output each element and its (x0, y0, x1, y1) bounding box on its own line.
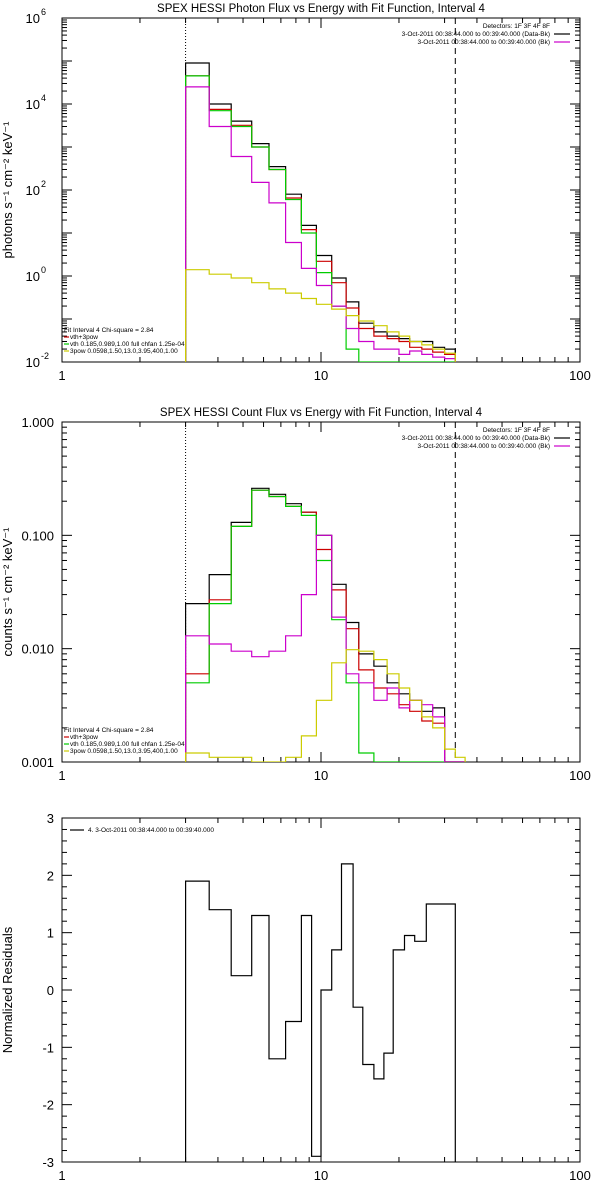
series-3-line (185, 75, 456, 362)
y-tick-label: 0.010 (21, 642, 54, 657)
chart-2: SPEX HESSI Count Flux vs Energy with Fit… (0, 407, 591, 783)
legend-entry: vth 0.185,0.989,1.00 full chfan 1.25e-04 (70, 741, 185, 748)
y-tick-exponent: -2 (41, 351, 49, 361)
series-5-line (185, 269, 456, 362)
y-axis-label: counts s⁻¹ cm⁻² keV⁻¹ (0, 527, 15, 657)
y-tick-label: 10 (26, 97, 40, 112)
x-tick-label: 100 (569, 1168, 591, 1183)
chart-3: 1 10 100 -3 -2 -1 0 1 2 3 Normalized Residuals 4. 3… (0, 811, 591, 1183)
y-axis-label: photons s⁻¹ cm⁻² keV⁻¹ (0, 121, 15, 259)
y-tick-label: -2 (42, 1098, 54, 1113)
x-tick-label: 1 (58, 768, 65, 783)
legend-entry: Fit Interval 4 Chi-square = 2.84 (64, 727, 154, 734)
x-tick-label: 10 (314, 768, 328, 783)
plot-frame (61, 17, 581, 363)
series-1-line (185, 62, 456, 362)
y-tick-exponent: 6 (41, 7, 46, 17)
series-2-line (185, 489, 466, 762)
y-tick-exponent: 2 (41, 179, 46, 189)
y-tick-label: -1 (42, 1040, 54, 1055)
y-tick-label: 1 (47, 926, 54, 941)
x-tick-label: 10 (314, 368, 328, 383)
y-tick-label: 0 (47, 983, 54, 998)
chart-1: SPEX HESSI Photon Flux vs Energy with Fi… (0, 3, 591, 383)
header-entry: 3-Oct-2011 00:38:44.000 to 00:39:40.000 … (402, 31, 550, 38)
series-4-line (185, 86, 456, 362)
y-tick-label: 10 (26, 183, 40, 198)
legend-entry: vth+3pow (70, 734, 98, 741)
y-tick-label: 10 (26, 269, 40, 284)
y-tick-exponent: 0 (41, 265, 46, 275)
header-entry: 3-Oct-2011 00:38:44.000 to 00:39:40.000 … (418, 39, 551, 46)
header-entry: Detectors: 1F 3F 4F 8F (483, 427, 550, 434)
y-tick-label: -3 (42, 1155, 54, 1170)
header-entry: 3-Oct-2011 00:38:44.000 to 00:39:40.000 … (402, 435, 550, 442)
y-tick-label: 0.100 (21, 528, 54, 543)
x-tick-label: 10 (314, 1168, 328, 1183)
y-tick-label: 10 (26, 355, 40, 370)
header-entry: Detectors: 1F 3F 4F 8F (483, 23, 550, 30)
x-tick-label: 100 (569, 368, 591, 383)
legend-entry: vth+3pow (70, 334, 98, 341)
legend-entry: vth 0.185,0.989,1.00 full chfan 1.25e-04 (70, 341, 185, 348)
y-tick-label: 10 (26, 11, 40, 26)
series-1-line (185, 863, 456, 1162)
header-entry: 3-Oct-2011 00:38:44.000 to 00:39:40.000 … (418, 443, 551, 450)
y-tick-label: 0.001 (21, 755, 54, 770)
legend-entry: Fit Interval 4 Chi-square = 2.84 (64, 327, 154, 334)
y-tick-label: 1.000 (21, 415, 54, 430)
series-5-line (185, 649, 466, 762)
x-tick-label: 1 (58, 368, 65, 383)
chart-title: SPEX HESSI Photon Flux vs Energy with Fi… (157, 3, 485, 15)
y-tick-label: 3 (47, 811, 54, 826)
x-tick-label: 100 (569, 768, 591, 783)
legend-entry: 3pow 0.0598,1.50,13.0,3.95,400,1.00 (70, 748, 178, 755)
y-axis-label: Normalized Residuals (0, 926, 15, 1053)
chart-title: SPEX HESSI Count Flux vs Energy with Fit… (160, 407, 483, 419)
plot-frame (61, 421, 581, 763)
y-tick-label: 2 (47, 868, 54, 883)
series-4-line (185, 534, 466, 762)
y-tick-exponent: 4 (41, 93, 46, 103)
series-2-line (185, 75, 456, 362)
series-3-line (185, 489, 466, 762)
legend-entry: 4. 3-Oct-2011 00:38:44.000 to 00:39:40.0… (88, 827, 214, 834)
legend-entry: 3pow 0.0598,1.50,13.0,3.95,400,1.00 (70, 348, 178, 355)
x-tick-label: 1 (58, 1168, 65, 1183)
